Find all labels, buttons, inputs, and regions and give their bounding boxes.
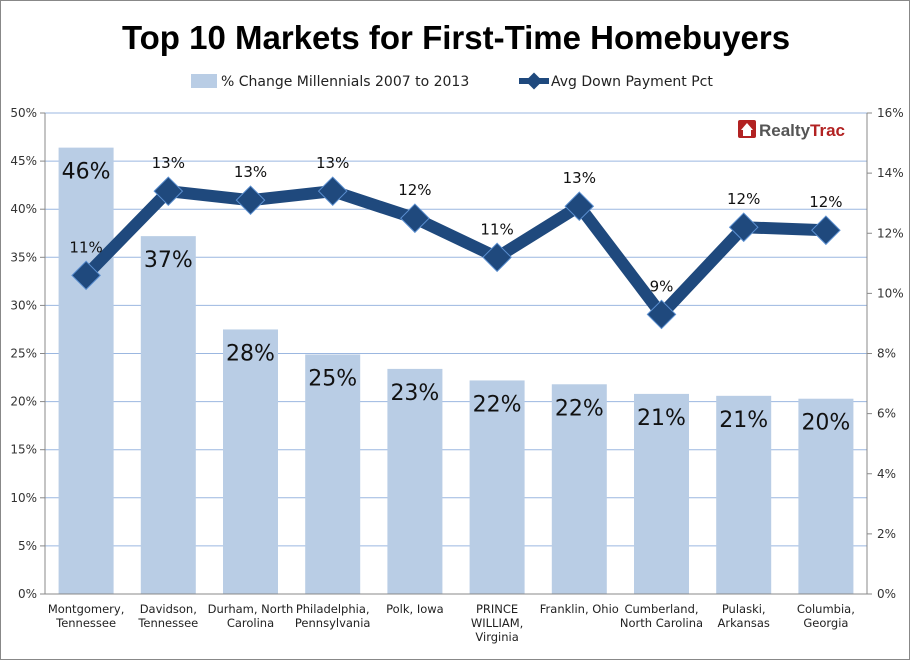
left-tick-label: 15% bbox=[10, 443, 37, 457]
right-tick-label: 2% bbox=[877, 527, 896, 541]
bar-label: 23% bbox=[390, 381, 439, 406]
left-tick-label: 45% bbox=[10, 154, 37, 168]
line-marker bbox=[317, 176, 348, 207]
line-label: 12% bbox=[398, 181, 431, 199]
left-tick-label: 25% bbox=[10, 347, 37, 361]
line-marker bbox=[482, 242, 512, 273]
bar-label: 21% bbox=[719, 408, 768, 433]
category-label: PRINCE bbox=[476, 602, 518, 616]
line-marker bbox=[564, 191, 595, 222]
series-line bbox=[81, 184, 827, 324]
line-label: 12% bbox=[727, 190, 760, 208]
line-label: 9% bbox=[650, 277, 674, 295]
right-tick-label: 16% bbox=[877, 106, 904, 120]
bar-label: 37% bbox=[144, 248, 193, 273]
category-label: North Carolina bbox=[620, 616, 703, 630]
bar bbox=[551, 384, 607, 594]
category-label: Carolina bbox=[227, 616, 274, 630]
bar bbox=[469, 380, 525, 594]
line-label: 13% bbox=[234, 163, 267, 181]
category-label: Virginia bbox=[475, 630, 518, 644]
category-label: Tennessee bbox=[55, 616, 116, 630]
category-label: Montgomery, bbox=[48, 602, 125, 616]
left-tick-label: 20% bbox=[10, 395, 37, 409]
category-label: Arkansas bbox=[717, 616, 769, 630]
line-marker bbox=[71, 260, 101, 291]
right-tick-label: 8% bbox=[877, 347, 896, 361]
bar bbox=[387, 368, 443, 594]
right-tick-label: 12% bbox=[877, 226, 904, 240]
line-marker bbox=[646, 299, 677, 330]
line-marker bbox=[728, 212, 759, 243]
chart-title: Top 10 Markets for First-Time Homebuyers bbox=[122, 19, 790, 56]
legend-label-bar: % Change Millennials 2007 to 2013 bbox=[221, 74, 469, 90]
legend: % Change Millennials 2007 to 2013 Avg Do… bbox=[191, 72, 713, 90]
category-label: Columbia, bbox=[797, 602, 855, 616]
left-tick-label: 35% bbox=[10, 250, 37, 264]
bar-label: 46% bbox=[62, 160, 111, 185]
line-label: 11% bbox=[480, 220, 513, 238]
line-label: 12% bbox=[809, 193, 842, 211]
left-tick-label: 30% bbox=[10, 298, 37, 312]
line-label: 13% bbox=[152, 154, 185, 172]
bar bbox=[634, 393, 689, 594]
line-marker bbox=[235, 185, 266, 216]
bar bbox=[305, 354, 361, 594]
line-label: 13% bbox=[316, 154, 349, 172]
bar-label: 21% bbox=[637, 406, 686, 431]
category-label: Georgia bbox=[803, 616, 848, 630]
left-tick-label: 50% bbox=[10, 106, 37, 120]
bar-label: 20% bbox=[801, 411, 850, 436]
line-marker bbox=[400, 203, 430, 234]
right-tick-label: 14% bbox=[877, 166, 904, 180]
bar bbox=[798, 398, 854, 594]
left-tick-label: 0% bbox=[18, 587, 37, 601]
bar bbox=[716, 395, 772, 594]
logo-text-realty: RealtyTrac bbox=[759, 121, 845, 140]
line-marker bbox=[811, 215, 841, 246]
right-tick-label: 10% bbox=[877, 286, 904, 300]
category-label: Pennsylvania bbox=[295, 616, 371, 630]
category-label: WILLIAM, bbox=[471, 616, 523, 630]
category-label: Tennessee bbox=[137, 616, 198, 630]
bar-label: 22% bbox=[473, 392, 522, 417]
line-marker bbox=[153, 176, 184, 207]
right-tick-label: 0% bbox=[877, 587, 896, 601]
right-tick-label: 6% bbox=[877, 407, 896, 421]
left-tick-label: 10% bbox=[10, 491, 37, 505]
left-tick-label: 5% bbox=[18, 539, 37, 553]
category-label: Polk, Iowa bbox=[386, 602, 444, 616]
left-tick-label: 40% bbox=[10, 202, 37, 216]
right-tick-label: 4% bbox=[877, 467, 896, 481]
category-label: Franklin, Ohio bbox=[540, 602, 619, 616]
legend-marker-line bbox=[525, 72, 543, 90]
line-label: 11% bbox=[69, 238, 102, 256]
bar-label: 28% bbox=[226, 341, 275, 366]
line-label: 13% bbox=[563, 169, 596, 187]
realtytrac-logo: RealtyTrac bbox=[738, 120, 845, 140]
category-label: Durham, North bbox=[208, 602, 294, 616]
category-label: Cumberland, bbox=[624, 602, 698, 616]
category-label: Davidson, bbox=[140, 602, 197, 616]
bar bbox=[223, 329, 278, 594]
legend-swatch-bar bbox=[191, 74, 217, 88]
bar-label: 22% bbox=[555, 396, 604, 421]
bar-label: 25% bbox=[308, 366, 357, 391]
bar bbox=[58, 147, 114, 594]
category-label: Pulaski, bbox=[722, 602, 766, 616]
category-label: Philadelphia, bbox=[296, 602, 370, 616]
legend-label-line: Avg Down Payment Pct bbox=[551, 74, 713, 90]
bar bbox=[140, 236, 196, 595]
